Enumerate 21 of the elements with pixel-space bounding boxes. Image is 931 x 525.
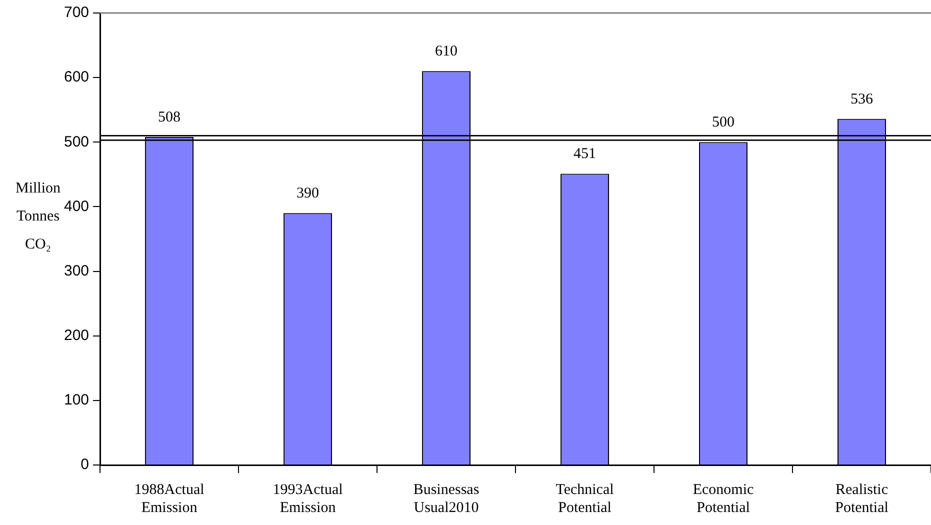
data-label: 500: [712, 114, 735, 131]
x-tick-label: Economic Potential: [692, 482, 754, 516]
y-tick-label: 300: [64, 262, 90, 280]
y-tick-label: 200: [64, 327, 90, 344]
x-tick-label: 1993Actual Emission: [272, 482, 343, 516]
y-tick-label: 600: [64, 68, 90, 86]
data-label: 451: [574, 146, 596, 162]
data-label: 508: [158, 109, 181, 126]
data-label: 390: [296, 186, 320, 202]
y-tick-label: 400: [64, 198, 90, 215]
y-tick-label: 0: [80, 456, 90, 474]
x-tick-label: 1988Actual Emission: [134, 482, 204, 516]
data-label: 536: [850, 91, 874, 108]
data-label: 610: [435, 44, 458, 60]
y-axis-title: Million Tonnes CO₂: [15, 180, 61, 253]
y-tick-label: 700: [64, 4, 90, 22]
x-tick-label: Businessas Usual2010: [413, 482, 480, 516]
y-tick-label: 100: [64, 392, 90, 409]
x-tick-label: Technical Potential: [556, 482, 614, 516]
x-tick-label: Realistic Potential: [835, 482, 888, 516]
y-tick-label: 500: [64, 133, 90, 150]
